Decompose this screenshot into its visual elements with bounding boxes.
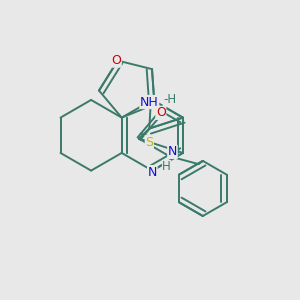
Text: H: H	[162, 160, 171, 173]
Text: N: N	[168, 146, 177, 158]
Text: N: N	[148, 166, 157, 178]
Text: S: S	[145, 136, 153, 148]
Text: NH: NH	[140, 95, 159, 109]
Text: O: O	[111, 54, 121, 67]
Text: O: O	[156, 106, 166, 119]
Text: -H: -H	[163, 94, 176, 106]
